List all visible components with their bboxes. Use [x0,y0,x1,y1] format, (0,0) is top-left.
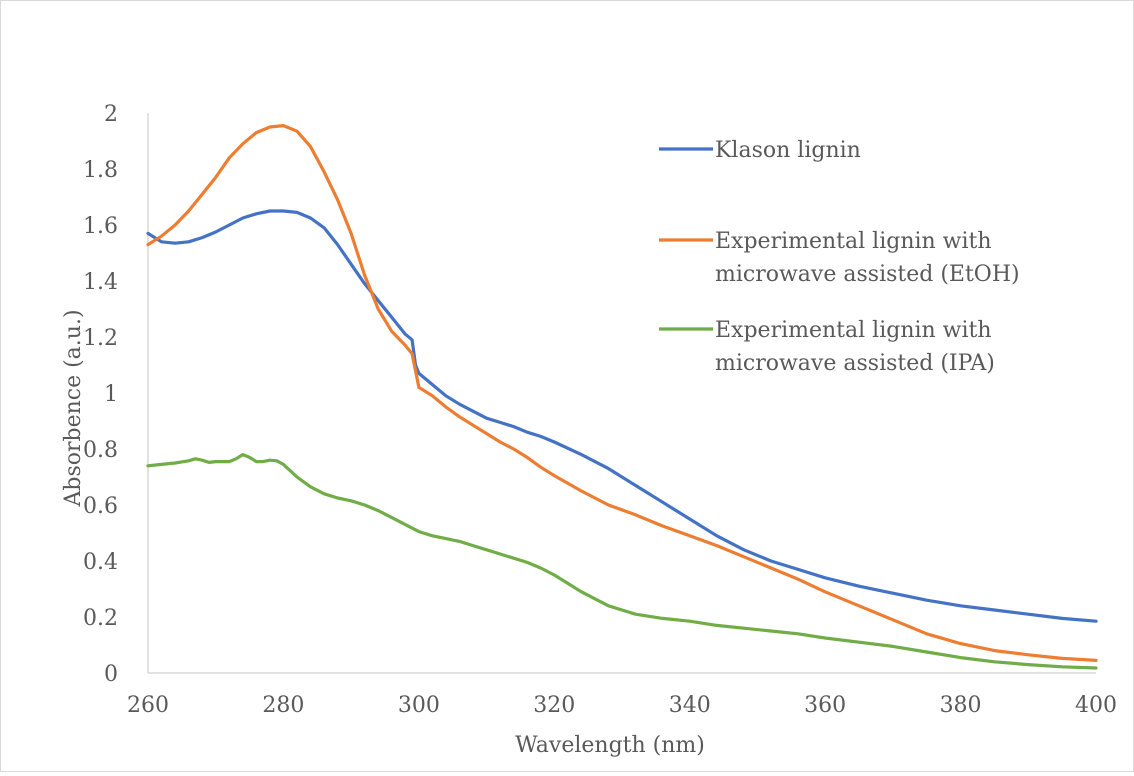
y-axis-label: Absorbence (a.u.) [61,309,86,507]
series-line-3 [146,453,1098,670]
legend: Klason lignin Experimental lignin with mic… [659,138,1020,376]
x-axis-ticks: 260 280 300 320 340 360 380 400 [127,693,1117,718]
x-tick-label: 320 [533,693,575,718]
x-tick-label: 360 [804,693,846,718]
y-tick-label: 0.8 [83,438,118,463]
series-lines [146,123,1098,670]
x-axis-label: Wavelength (nm) [515,733,705,758]
y-tick-label: 0 [104,662,118,687]
legend-item-2: Experimental lignin with microwave assist… [659,229,1020,287]
x-tick-label: 280 [262,693,304,718]
x-tick-label: 380 [940,693,982,718]
y-tick-label: 0.4 [83,550,118,575]
y-tick-label: 1.6 [83,214,118,239]
series-line-1 [146,209,1098,623]
legend-label: Klason lignin [715,138,861,163]
y-axis-ticks: 0 0.2 0.4 0.6 0.8 1 1.2 1.4 1.6 1.8 2 [83,102,118,687]
y-tick-label: 1.4 [83,270,118,295]
y-tick-label: 1 [104,382,118,407]
y-tick-label: 1.8 [83,158,118,183]
legend-item-3: Experimental lignin with microwave assist… [659,318,995,376]
x-tick-label: 300 [398,693,440,718]
legend-label: Experimental lignin with microwave assist… [715,318,995,376]
x-tick-label: 340 [669,693,711,718]
y-tick-label: 1.2 [83,326,118,351]
y-tick-label: 2 [104,102,118,127]
x-tick-label: 400 [1075,693,1117,718]
legend-item-1: Klason lignin [659,138,861,163]
y-tick-label: 0.2 [83,606,118,631]
y-tick-label: 0.6 [83,494,118,519]
legend-label: Experimental lignin with microwave assist… [715,229,1020,287]
series-line-2 [146,123,1098,663]
x-tick-label: 260 [127,693,169,718]
